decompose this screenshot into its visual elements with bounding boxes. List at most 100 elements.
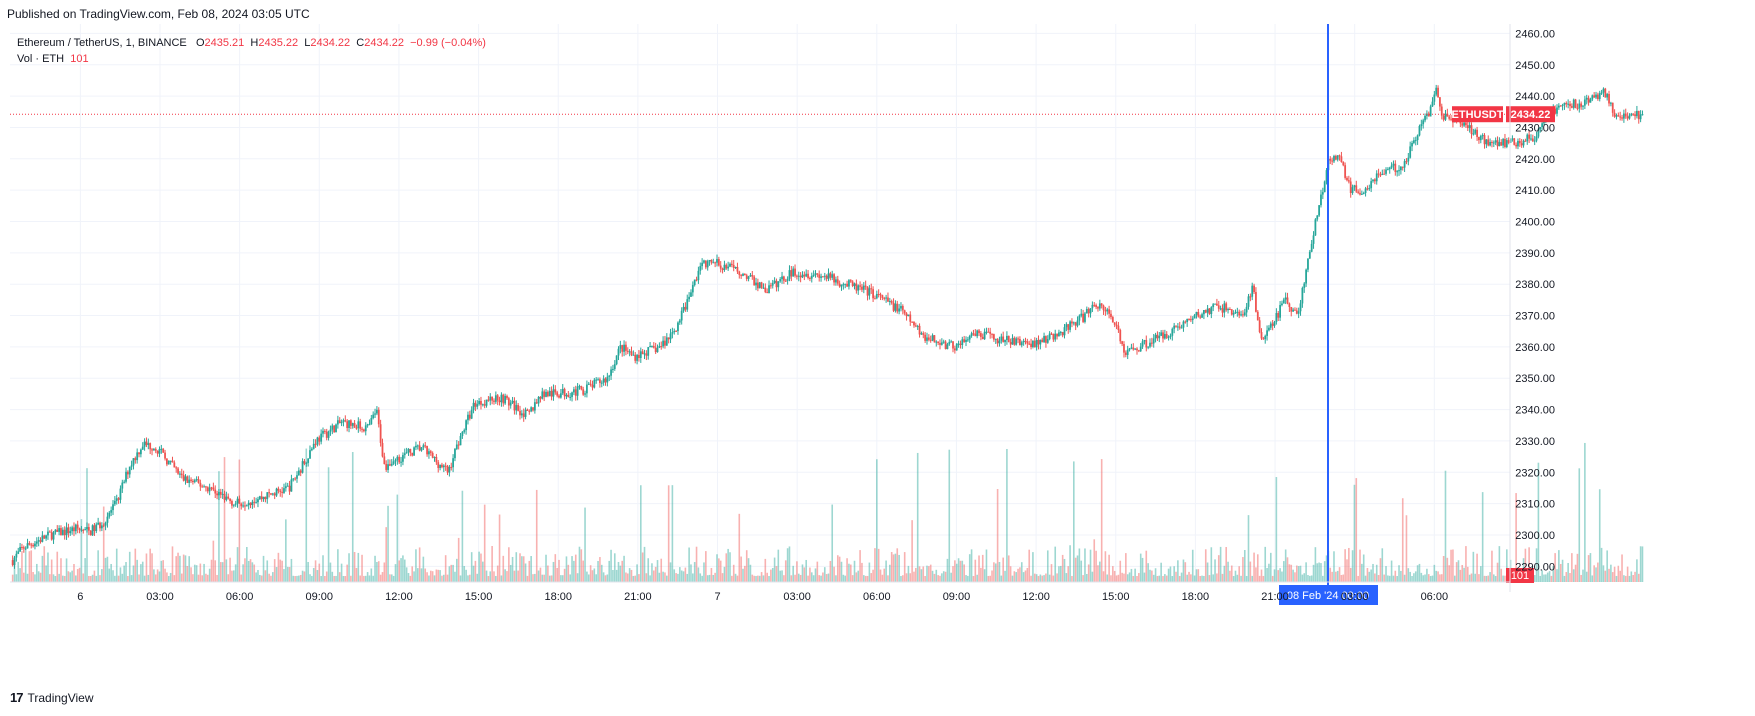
candle <box>796 275 798 277</box>
volume-bar <box>270 575 272 582</box>
volume-bar <box>1494 575 1497 582</box>
candle <box>392 461 395 464</box>
volume-bar <box>1115 575 1118 582</box>
candle <box>210 487 213 489</box>
candle <box>1334 155 1337 160</box>
candle <box>1132 347 1135 350</box>
candle <box>1440 106 1443 116</box>
volume-bar <box>708 574 711 582</box>
volume-bar <box>1621 554 1623 582</box>
candle <box>1561 104 1564 106</box>
volume-bar <box>179 555 181 582</box>
candle <box>965 339 967 342</box>
volume-bar <box>1173 566 1175 582</box>
candle <box>1357 191 1360 193</box>
volume-bar <box>244 558 246 582</box>
candle <box>1299 303 1302 312</box>
candle <box>383 456 386 464</box>
volume-bar <box>454 571 456 582</box>
candle <box>1041 339 1044 343</box>
candle <box>1108 309 1111 314</box>
volume-bar <box>1271 575 1274 582</box>
candle <box>769 285 772 287</box>
candle <box>208 487 211 492</box>
candle <box>673 330 676 333</box>
volume-bar <box>470 552 473 582</box>
candle <box>284 486 287 489</box>
candle <box>556 392 559 396</box>
footer-brand[interactable]: 17 TradingView <box>10 690 94 705</box>
volume-bar <box>495 575 497 582</box>
candle <box>1491 141 1493 143</box>
volume-bar <box>128 551 131 582</box>
candle <box>723 264 726 270</box>
volume-bar <box>889 564 891 582</box>
volume-bar <box>1048 574 1051 582</box>
volume-bar <box>1489 572 1491 582</box>
legend-high-value: 2435.22 <box>258 37 299 49</box>
volume-bar <box>1136 576 1138 582</box>
volume-bar <box>604 575 607 582</box>
candle <box>736 266 739 272</box>
volume-bar <box>1002 557 1004 582</box>
volume-bar <box>260 575 263 582</box>
candle <box>1386 169 1389 171</box>
candle <box>429 451 432 453</box>
candle <box>1347 180 1350 182</box>
volume-bar <box>1134 568 1136 582</box>
volume-bar <box>1639 546 1642 582</box>
volume-bar <box>407 573 410 582</box>
candle <box>513 400 516 411</box>
candle <box>1570 106 1573 108</box>
candle <box>357 421 360 429</box>
candle <box>900 306 902 309</box>
candle <box>457 444 460 446</box>
candle <box>641 351 644 355</box>
volume-bar <box>1028 549 1031 582</box>
volume-bar <box>606 574 609 582</box>
volume-bar <box>742 568 744 582</box>
volume-bar <box>924 575 926 582</box>
candle <box>353 423 356 428</box>
volume-bar <box>634 575 637 582</box>
candle <box>277 488 280 491</box>
volume-bar <box>136 559 138 582</box>
candle <box>716 259 718 263</box>
volume-bar <box>73 564 75 582</box>
volume-bar <box>340 563 343 582</box>
volume-bar <box>1082 575 1084 582</box>
candle <box>1050 333 1053 335</box>
volume-bar <box>1595 567 1597 582</box>
candle <box>602 378 605 383</box>
candle <box>920 333 923 335</box>
candle <box>617 348 620 356</box>
volume-bar <box>547 565 549 582</box>
volume-bar <box>84 558 86 582</box>
volume-bar <box>273 559 276 582</box>
candle <box>851 281 854 286</box>
candle <box>1515 144 1518 147</box>
candle <box>1106 309 1109 312</box>
candle <box>1048 333 1051 340</box>
candle <box>1015 338 1018 345</box>
volume-bar <box>1427 574 1430 582</box>
volume-bar <box>600 564 603 582</box>
candle <box>561 388 564 394</box>
candle <box>732 264 735 268</box>
candle <box>950 341 953 343</box>
volume-bar <box>1284 549 1287 582</box>
candle <box>892 302 895 311</box>
volume-bar <box>141 561 144 582</box>
candle <box>1342 162 1345 166</box>
volume-bar <box>56 551 59 582</box>
volume-bar <box>757 575 759 582</box>
volume-bar <box>398 560 401 582</box>
volume-bar <box>511 556 514 582</box>
volume-bar <box>1273 569 1276 582</box>
candle <box>976 330 979 337</box>
candle <box>377 409 380 425</box>
candle <box>465 420 468 431</box>
volume-bar <box>91 574 94 582</box>
volume-bar <box>34 574 36 582</box>
